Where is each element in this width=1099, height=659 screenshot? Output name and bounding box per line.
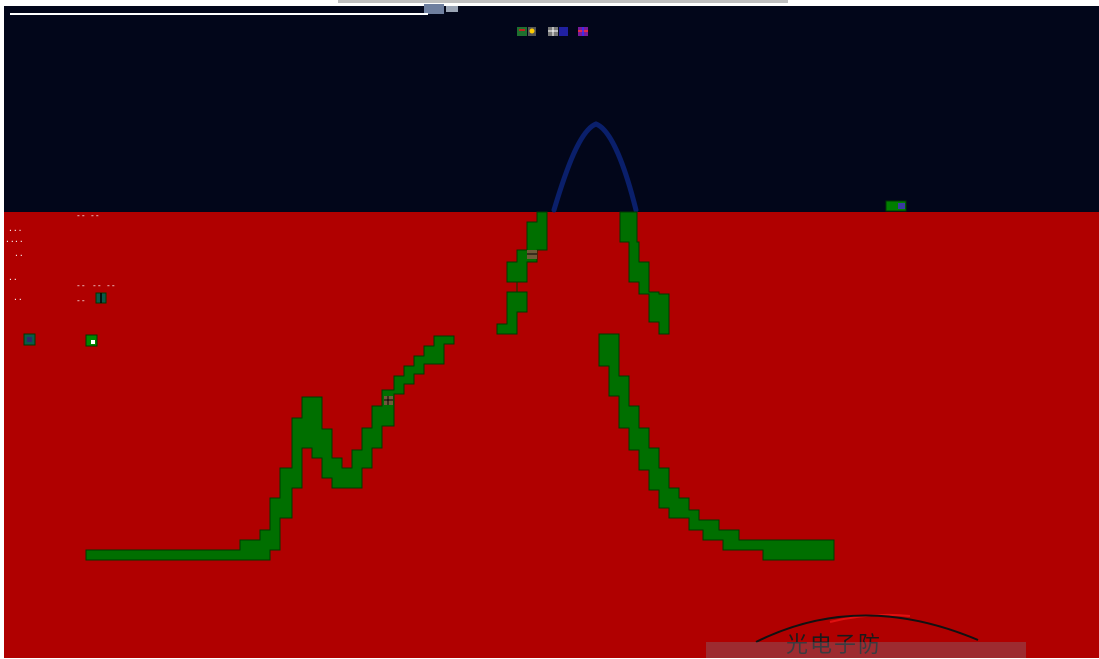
sky xyxy=(4,16,1099,212)
hud-label: ... xyxy=(8,224,22,233)
terrain-right-slope xyxy=(598,333,835,561)
flag-icon xyxy=(517,27,527,36)
watermark-text: 光电子防 xyxy=(786,633,882,658)
hud-label: .. xyxy=(14,249,24,258)
hud-readouts: -- -- ... .. .. .. .. -- -- -- .. -- xyxy=(5,211,116,305)
radiation-icon xyxy=(528,27,536,36)
hud-label: .. xyxy=(8,273,18,282)
hud-label: -- xyxy=(76,281,86,290)
bunker-marker-left xyxy=(23,333,36,346)
crosshair-marker-center xyxy=(527,250,537,259)
cross-icon xyxy=(578,27,588,36)
hud-label: -- xyxy=(92,281,102,290)
hud-label: .. xyxy=(13,293,23,302)
hud-label: -- xyxy=(106,281,116,290)
crosshair-marker xyxy=(384,396,393,405)
top-strip xyxy=(0,0,1099,18)
hud-label: -- xyxy=(76,211,86,220)
status-icons xyxy=(517,27,588,36)
grid-icon xyxy=(548,27,568,36)
terrain-center-right xyxy=(619,211,670,335)
stamp-blur xyxy=(706,642,1026,658)
hud-label: .. xyxy=(5,235,15,244)
terrain-center-left xyxy=(496,211,548,335)
terrain-left-hill xyxy=(85,335,455,561)
hud-label: -- xyxy=(90,211,100,220)
tank-marker-right[interactable] xyxy=(885,200,907,212)
projectile-trajectory xyxy=(551,121,639,213)
stamp-arc-black xyxy=(755,614,979,643)
hud-label: -- xyxy=(76,296,86,305)
ground xyxy=(4,212,1099,658)
barrier-marker xyxy=(95,292,107,304)
watermark-stamp: 光电子防 xyxy=(706,613,1026,658)
tank-marker-left[interactable] xyxy=(85,334,98,347)
hud-label: .. xyxy=(14,235,24,244)
